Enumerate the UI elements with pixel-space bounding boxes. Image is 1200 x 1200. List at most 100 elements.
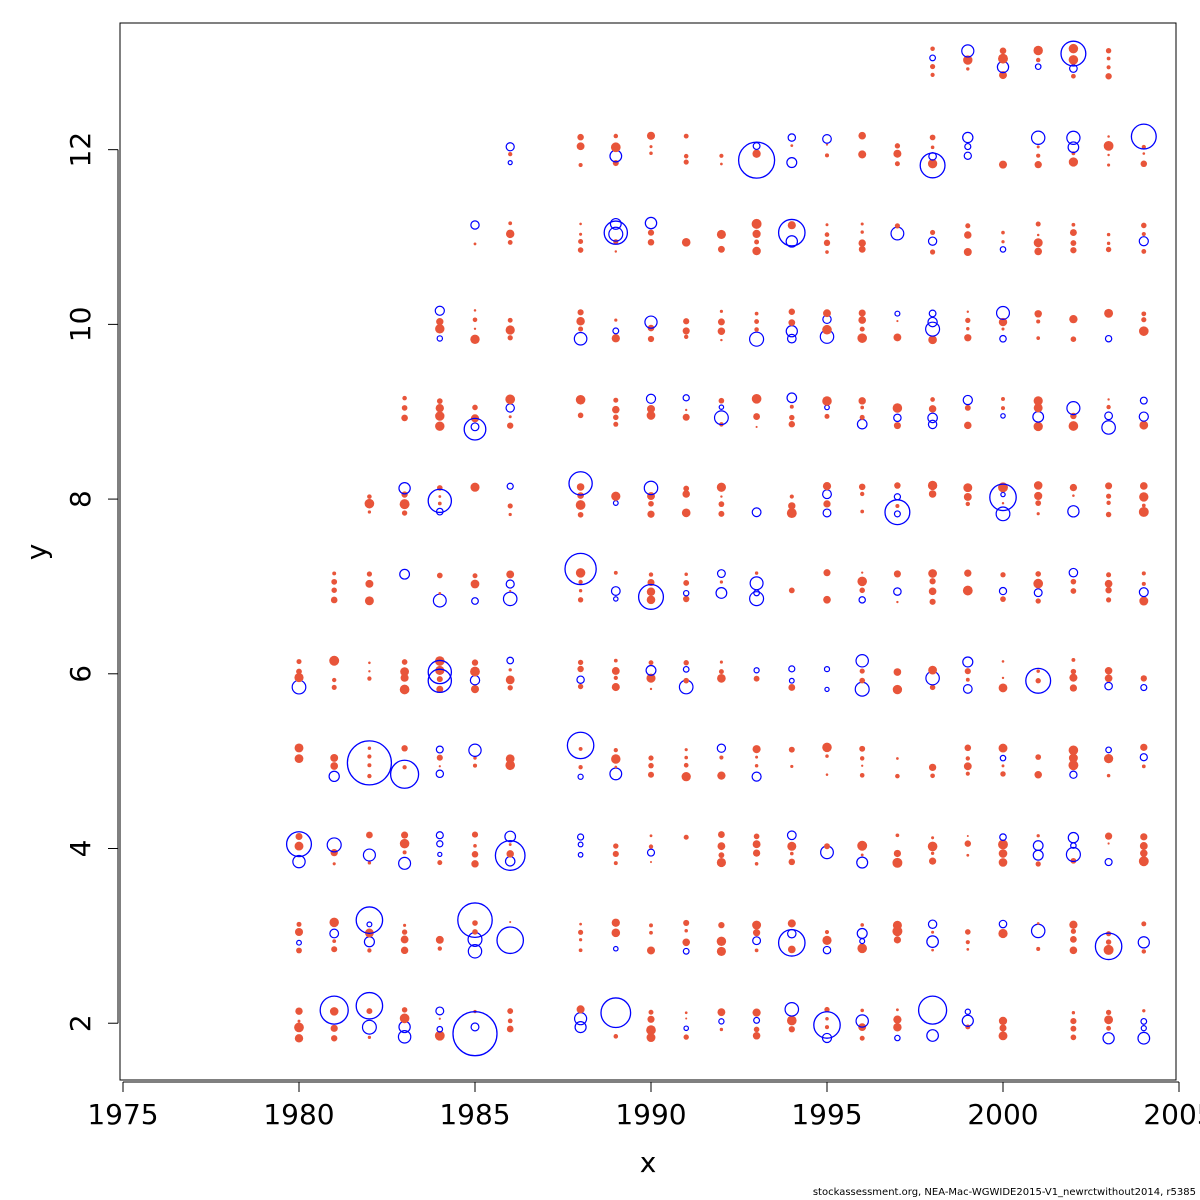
bubble-point [646, 673, 656, 683]
bubble-point [564, 552, 597, 586]
bubble-point [1106, 404, 1111, 410]
y-tick-label: 2 [64, 1014, 97, 1032]
bubble-point [294, 743, 304, 753]
bubble-point [998, 858, 1008, 867]
bubble-point [719, 755, 724, 760]
bubble-point [683, 580, 690, 586]
bubble-point [1137, 936, 1150, 949]
bubble-point [612, 405, 620, 414]
bubble-point [1141, 317, 1147, 323]
bubble-point [470, 1022, 480, 1032]
bubble-point [473, 844, 477, 848]
bubble-point [681, 238, 691, 247]
bubble-point [496, 926, 525, 955]
bubble-point [860, 923, 864, 927]
bubble-point [998, 919, 1008, 929]
bubble-point [824, 413, 830, 419]
bubble-point [436, 754, 443, 761]
bubble-point [294, 672, 304, 683]
bubble-point [1068, 55, 1079, 65]
bubble-point [825, 223, 829, 227]
y-tick-label: 10 [64, 307, 97, 343]
bubble-point [963, 492, 972, 501]
bubble-point [401, 831, 409, 839]
bubble-point [860, 1008, 864, 1013]
bubble-point [964, 569, 972, 577]
bubble-point [752, 840, 761, 849]
bubble-point [612, 945, 619, 952]
bubble-point [435, 769, 445, 779]
bubble-point [998, 928, 1008, 939]
y-axis-label: y [20, 544, 53, 561]
bubble-point [716, 857, 727, 868]
bubble-point [1030, 130, 1046, 146]
bubble-point [508, 668, 512, 672]
bubble-point [362, 848, 376, 862]
bubble-point [1036, 512, 1040, 516]
bubble-point [1106, 597, 1112, 603]
bubble-point [718, 501, 725, 508]
bubble-point [1035, 861, 1041, 867]
bubble-point [576, 833, 585, 841]
bubble-point [508, 415, 512, 419]
bubble-point [682, 947, 690, 955]
bubble-point [1138, 856, 1149, 867]
bubble-point [1001, 660, 1005, 663]
bubble-point [506, 482, 514, 490]
bubble-point [1103, 753, 1114, 764]
bubble-point [469, 674, 481, 686]
bubble-point [1070, 1034, 1077, 1041]
bubble-point [401, 510, 408, 516]
bubble-point [892, 684, 903, 695]
bubble-point [754, 311, 759, 316]
bubble-point [822, 396, 832, 406]
bubble-point [609, 767, 623, 781]
bubble-point [332, 939, 337, 944]
bubble-point [649, 151, 653, 156]
bubble-point [894, 310, 901, 317]
bubble-point [1065, 846, 1081, 863]
bubble-point [788, 308, 796, 315]
bubble-point [1105, 939, 1112, 945]
bubble-point [823, 239, 831, 247]
bubble-point [504, 855, 516, 867]
bubble-point [1033, 45, 1043, 56]
bubble-point [326, 837, 342, 853]
bubble-point [682, 665, 690, 673]
bubble-point [579, 222, 582, 226]
bubble-point [470, 666, 480, 677]
bubble-point [1033, 396, 1043, 406]
bubble-point [577, 851, 584, 858]
bubble-point [860, 853, 864, 857]
bubble-point [578, 163, 583, 168]
bubble-point [506, 850, 514, 858]
bubble-point [645, 664, 657, 676]
bubble-point [1069, 920, 1078, 929]
bubble-point [928, 857, 937, 865]
bubble-point [610, 586, 621, 596]
bubble-point [1033, 403, 1043, 413]
bubble-point [822, 935, 832, 945]
bubble-point [329, 1007, 339, 1016]
plot-frame [119, 22, 1177, 1081]
bubble-point [1070, 336, 1077, 343]
bubble-point [893, 149, 902, 158]
bubble-point [860, 405, 865, 410]
bubble-point [473, 309, 477, 312]
bubble-point [296, 668, 302, 675]
bubble-point [928, 763, 937, 772]
bubble-point [1142, 152, 1146, 155]
bubble-point [1106, 1025, 1112, 1031]
bubble-point [364, 596, 374, 606]
bubble-point [1033, 481, 1043, 490]
bubble-point [683, 919, 690, 926]
bubble-point [928, 405, 937, 413]
bubble-point [611, 334, 620, 343]
bubble-point [1068, 421, 1079, 431]
y-tick-label: 6 [64, 665, 97, 683]
bubble-point [786, 392, 798, 404]
bubble-point [930, 249, 936, 255]
bubble-point [893, 1015, 902, 1024]
bubble-point [611, 667, 620, 675]
bubble-point [577, 773, 584, 780]
